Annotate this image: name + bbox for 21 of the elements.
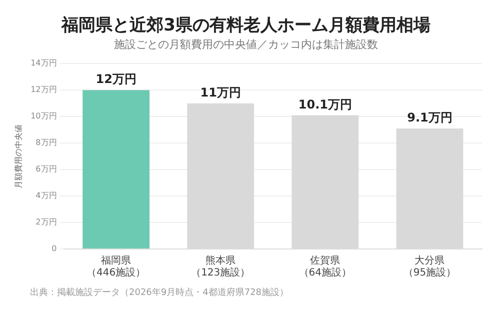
data-label: 11万円	[200, 85, 241, 100]
y-tick-label: 4万円	[36, 191, 57, 200]
source-note: 出典：掲載施設データ（2026年9月時点・4都道府県728施設）	[30, 286, 289, 299]
y-tick-label: 10万円	[30, 112, 57, 121]
y-tick-label: 2万円	[36, 218, 57, 227]
y-tick-label: 0	[52, 244, 57, 254]
data-label: 9.1万円	[407, 110, 452, 125]
y-tick-label: 12万円	[30, 85, 57, 94]
x-tick-label: 大分県（95施設）	[403, 254, 456, 279]
data-label: 12万円	[96, 72, 136, 86]
x-tick-label: 福岡県（446施設）	[86, 254, 146, 279]
x-tick-label: 佐賀県（64施設）	[298, 254, 352, 279]
y-tick-label: 6万円	[36, 164, 57, 174]
y-axis-title: 月額費用の中央値	[14, 124, 23, 188]
bar	[82, 90, 150, 248]
chart-title: 福岡県と近郊3県の有料老人ホーム月額費用相場	[60, 16, 430, 36]
y-tick-label: 14万円	[30, 58, 57, 68]
x-tick-label: 熊本県（123施設）	[191, 254, 250, 279]
y-tick-label: 8万円	[36, 138, 57, 148]
data-label: 10.1万円	[298, 97, 352, 112]
chart-subtitle: 施設ごとの月額費用の中央値／カッコ内は集計施設数	[114, 38, 378, 51]
